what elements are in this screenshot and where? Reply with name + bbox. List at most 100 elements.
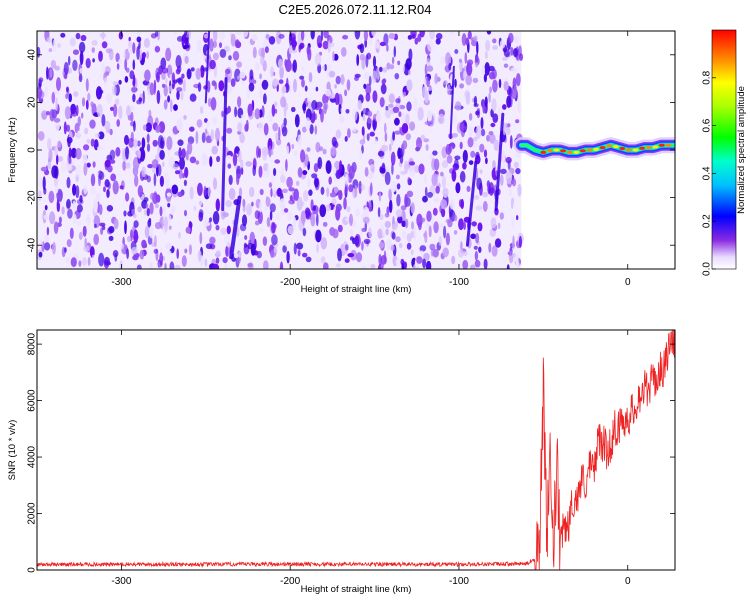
noise-blob [454, 49, 459, 54]
noise-blob [423, 138, 430, 143]
noise-blob [48, 190, 55, 203]
x-tick-label: -200 [280, 277, 300, 288]
noise-blob [167, 95, 171, 103]
noise-blob [197, 182, 203, 196]
noise-blob [323, 262, 329, 269]
noise-blob [251, 201, 254, 207]
noise-blob [361, 57, 366, 70]
noise-blob [233, 253, 239, 259]
noise-blob [48, 48, 53, 53]
noise-blob [66, 198, 71, 209]
noise-blob [165, 183, 172, 189]
noise-blob [248, 82, 255, 92]
noise-blob [271, 104, 276, 117]
noise-blob [124, 76, 129, 83]
noise-blob [440, 199, 447, 210]
noise-blob [370, 182, 373, 196]
noise-blob [42, 176, 46, 191]
noise-blob [361, 126, 365, 136]
noise-blob [322, 93, 329, 105]
noise-blob [355, 208, 360, 217]
noise-blob [454, 158, 459, 169]
noise-blob [166, 192, 172, 197]
noise-blob [466, 185, 471, 192]
noise-blob [182, 45, 187, 50]
noise-blob [149, 82, 155, 96]
noise-blob [262, 150, 268, 161]
noise-blob [339, 160, 343, 173]
noise-blob [421, 217, 426, 223]
noise-blob [141, 137, 146, 149]
noise-blob [272, 78, 279, 87]
noise-blob [173, 31, 177, 36]
noise-blob [333, 53, 339, 61]
noise-blob [470, 233, 477, 240]
signal-peak [599, 146, 606, 150]
noise-blob [242, 198, 246, 208]
noise-blob [463, 221, 466, 230]
noise-blob [297, 134, 302, 147]
noise-blob [232, 50, 240, 61]
noise-blob [271, 175, 275, 185]
noise-blob [224, 262, 227, 269]
signal-peak [586, 148, 593, 152]
noise-blob [465, 74, 473, 86]
noise-blob [260, 56, 265, 66]
noise-blob [173, 104, 178, 111]
noise-blob [159, 175, 164, 187]
noise-blob [115, 147, 121, 157]
noise-blob [90, 138, 95, 147]
noise-blob [333, 186, 339, 194]
noise-blob [402, 64, 405, 73]
noise-blob [104, 179, 110, 188]
noise-blob [72, 200, 76, 210]
noise-blob [78, 260, 82, 267]
noise-blob [243, 242, 247, 248]
noise-blob [143, 124, 147, 131]
noise-blob [133, 120, 136, 132]
snr-series [37, 330, 675, 570]
noise-blob [467, 31, 472, 40]
noise-blob [150, 33, 157, 39]
signal-peak [645, 146, 652, 150]
noise-blob [103, 186, 106, 193]
noise-blob [153, 79, 157, 93]
noise-blob [395, 174, 400, 180]
noise-blob [184, 248, 188, 254]
noise-blob [181, 255, 187, 267]
noise-blob [488, 182, 495, 196]
noise-blob [258, 88, 263, 98]
noise-blob [386, 44, 389, 52]
noise-blob [145, 122, 152, 133]
noise-blob [489, 86, 492, 94]
noise-blob [136, 46, 140, 60]
noise-blob [394, 73, 400, 80]
noise-blob [388, 93, 395, 104]
noise-blob [263, 260, 269, 269]
noise-blob [187, 141, 193, 155]
signal-peak [658, 143, 665, 147]
noise-blob [293, 216, 297, 229]
noise-blob [157, 164, 162, 176]
noise-blob [492, 79, 498, 93]
noise-blob [280, 166, 285, 177]
noise-blob [391, 223, 398, 231]
noise-blob [221, 110, 224, 118]
noise-blob [512, 235, 515, 250]
noise-blob [232, 152, 238, 166]
noise-blob [329, 42, 335, 48]
noise-blob [39, 239, 43, 247]
noise-blob [375, 113, 382, 123]
noise-blob [309, 124, 314, 135]
noise-blob [475, 205, 483, 211]
noise-blob [57, 156, 64, 162]
noise-blob [83, 245, 90, 252]
noise-streak [229, 195, 242, 260]
noise-blob [433, 197, 440, 203]
noise-blob [144, 225, 150, 239]
noise-blob [403, 261, 408, 269]
noise-blob [343, 197, 347, 210]
noise-blob [445, 52, 452, 67]
noise-streak [494, 112, 505, 211]
signal-peak [639, 146, 646, 150]
